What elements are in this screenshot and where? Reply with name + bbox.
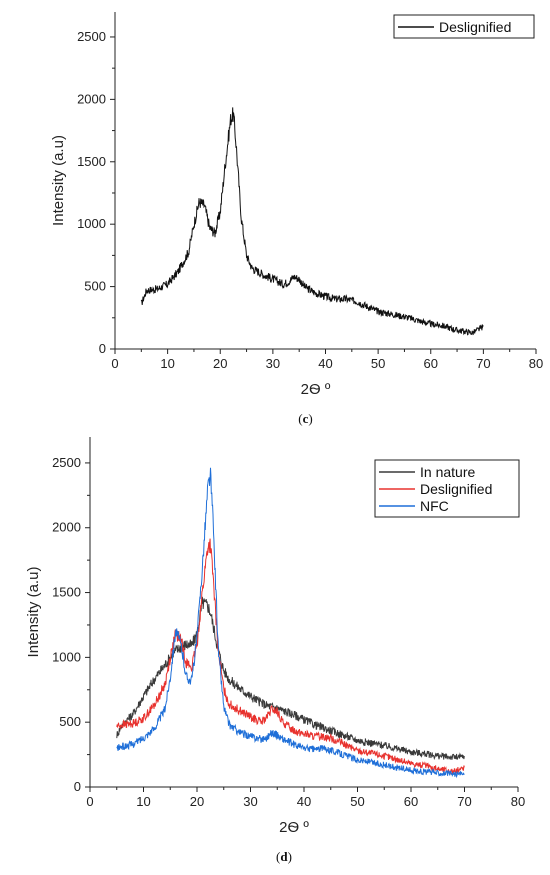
series-line-in-nature	[116, 596, 465, 761]
x-tick-label: 40	[297, 794, 311, 809]
chart-panel-d: 0 10 20 30 40 50 60 70 80 0 500 1000 1500 2000 2500 2Ѳ …	[25, 437, 525, 864]
x-tick-label: 60	[424, 356, 438, 371]
legend-box	[393, 14, 535, 39]
panel-caption: (d)	[276, 849, 292, 864]
y-axis-title: Intensity (a.u)	[50, 135, 67, 226]
chart-panel-c: 0 10 20 30 40 50 60 70 80 0 500 1000 1500 2000 2500 2Ѳ …	[50, 12, 543, 426]
x-tick-label: 30	[266, 356, 280, 371]
x-tick-label: 20	[213, 356, 227, 371]
legend-label: In nature	[420, 464, 475, 480]
y-tick-label: 2000	[52, 520, 81, 535]
x-tick-label: 80	[529, 356, 543, 371]
x-tick-label: 10	[136, 794, 150, 809]
x-axis-title: 2Ѳ º	[279, 819, 309, 836]
series-line-nfc	[116, 467, 465, 779]
x-tick-label: 80	[511, 794, 525, 809]
x-tick-label: 0	[86, 794, 93, 809]
x-tick-label: 70	[457, 794, 471, 809]
y-tick-label: 2500	[52, 455, 81, 470]
legend-label: NFC	[420, 498, 449, 514]
x-tick-label: 20	[190, 794, 204, 809]
legend-label: Deslignified	[439, 19, 511, 35]
y-tick-label: 1500	[77, 154, 106, 169]
y-tick-label: 1500	[52, 585, 81, 600]
panel-caption: (c)	[298, 411, 312, 426]
x-tick-label: 50	[350, 794, 364, 809]
y-tick-label: 2000	[77, 91, 106, 106]
series-line-deslignified	[116, 538, 465, 776]
y-tick-label: 500	[84, 279, 106, 294]
series-line-deslignified	[140, 107, 484, 336]
y-tick-label: 0	[74, 779, 81, 794]
y-tick-label: 1000	[77, 216, 106, 231]
y-axis-title: Intensity (a.u)	[25, 567, 42, 658]
x-axis-title: 2Ѳ º	[301, 381, 331, 398]
x-tick-label: 50	[371, 356, 385, 371]
x-tick-label: 30	[243, 794, 257, 809]
x-tick-label: 40	[318, 356, 332, 371]
legend-label: Deslignified	[420, 481, 492, 497]
x-tick-label: 10	[160, 356, 174, 371]
y-tick-label: 0	[99, 341, 106, 356]
y-tick-label: 500	[59, 714, 81, 729]
y-tick-label: 1000	[52, 649, 81, 664]
y-tick-label: 2500	[77, 29, 106, 44]
x-tick-label: 70	[476, 356, 490, 371]
x-tick-label: 0	[111, 356, 118, 371]
x-tick-label: 60	[404, 794, 418, 809]
